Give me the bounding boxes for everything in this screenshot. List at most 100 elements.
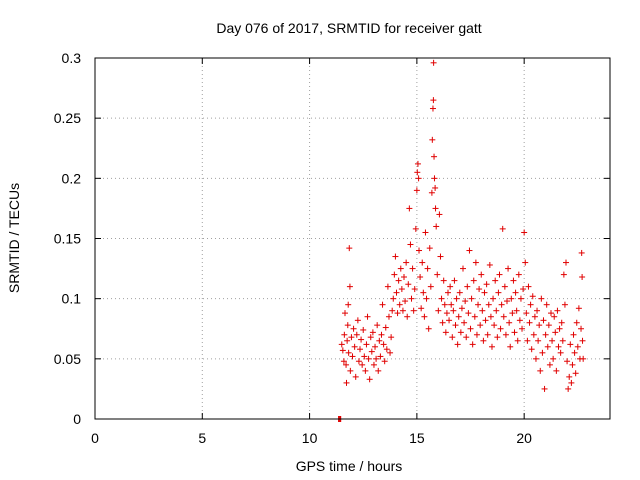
data-point: [453, 295, 460, 302]
data-point: [361, 353, 368, 360]
data-point: [407, 241, 414, 248]
data-point: [428, 189, 435, 196]
data-point: [487, 313, 494, 320]
data-point: [347, 367, 354, 374]
data-point: [575, 305, 582, 312]
data-point: [441, 301, 448, 308]
data-point: [559, 337, 566, 344]
data-point: [494, 334, 501, 341]
data-point: [353, 331, 360, 338]
data-point: [406, 205, 413, 212]
data-point: [362, 367, 369, 374]
data-point: [579, 274, 586, 281]
data-point: [485, 301, 492, 308]
data-point: [359, 361, 366, 368]
data-point: [550, 355, 557, 362]
data-point: [382, 324, 389, 331]
data-point: [420, 289, 427, 296]
data-point: [507, 343, 514, 350]
data-point: [403, 259, 410, 266]
data-point: [452, 322, 459, 329]
data-point: [483, 281, 490, 288]
data-point: [484, 331, 491, 338]
data-point: [448, 301, 455, 308]
data-point: [405, 281, 412, 288]
data-point: [358, 336, 365, 343]
data-point: [377, 353, 384, 360]
data-point: [571, 349, 578, 356]
data-point: [444, 289, 451, 296]
data-point: [432, 184, 439, 191]
data-point: [385, 313, 392, 320]
data-point: [440, 277, 447, 284]
x-tick-label: 10: [302, 430, 318, 446]
data-point: [519, 325, 526, 332]
data-point: [391, 271, 398, 278]
data-point: [570, 331, 577, 338]
data-point: [431, 153, 438, 160]
data-point: [437, 253, 444, 260]
data-point: [432, 205, 439, 212]
data-point: [357, 346, 364, 353]
data-points: [335, 59, 587, 422]
data-point: [534, 307, 541, 314]
x-tick-label: 0: [91, 430, 99, 446]
data-point: [367, 334, 374, 341]
data-point: [370, 361, 377, 368]
axis-ticks: [94, 57, 610, 420]
data-point: [558, 319, 565, 326]
data-point: [478, 271, 485, 278]
data-point: [425, 325, 432, 332]
data-point: [450, 307, 457, 314]
data-point: [504, 298, 510, 305]
data-point: [573, 319, 580, 326]
data-point: [572, 370, 579, 377]
data-point: [510, 277, 517, 284]
data-point: [490, 295, 497, 302]
chart-title: Day 076 of 2017, SRMTID for receiver gat…: [216, 20, 481, 36]
data-point: [579, 337, 586, 344]
y-tick-label: 0.3: [62, 50, 82, 66]
data-point: [354, 317, 361, 324]
data-point: [501, 283, 508, 290]
data-point: [340, 358, 347, 365]
data-point: [539, 349, 546, 356]
data-point: [528, 346, 535, 353]
data-point: [527, 301, 534, 308]
data-point: [393, 289, 400, 296]
data-point: [390, 295, 397, 302]
data-point: [470, 277, 477, 284]
data-point: [525, 283, 532, 290]
data-point: [348, 334, 355, 341]
data-point: [471, 313, 478, 320]
data-point: [536, 322, 543, 329]
data-point: [520, 286, 527, 293]
data-point: [402, 298, 409, 305]
data-point: [343, 361, 350, 368]
data-point: [416, 247, 423, 254]
data-point: [455, 313, 462, 320]
data-point: [461, 319, 468, 326]
data-point: [349, 353, 356, 360]
y-axis-title: SRMTID / TECUs: [6, 183, 22, 293]
data-point: [454, 341, 461, 348]
data-point: [364, 313, 371, 320]
data-point: [411, 286, 418, 293]
data-point: [429, 105, 436, 112]
y-tick-label: 0.2: [62, 170, 82, 186]
data-point: [412, 225, 419, 232]
x-tick-label: 15: [409, 430, 425, 446]
y-tick-label: 0.25: [54, 110, 81, 126]
data-point: [500, 313, 507, 320]
data-point: [491, 322, 498, 329]
data-point: [551, 313, 558, 320]
data-point: [517, 295, 524, 302]
data-point: [338, 341, 345, 348]
data-point: [424, 265, 431, 272]
data-point: [419, 259, 426, 266]
data-point: [566, 373, 573, 380]
data-point: [345, 301, 352, 308]
data-point: [457, 329, 464, 336]
data-point: [379, 301, 386, 308]
data-point: [345, 349, 352, 356]
